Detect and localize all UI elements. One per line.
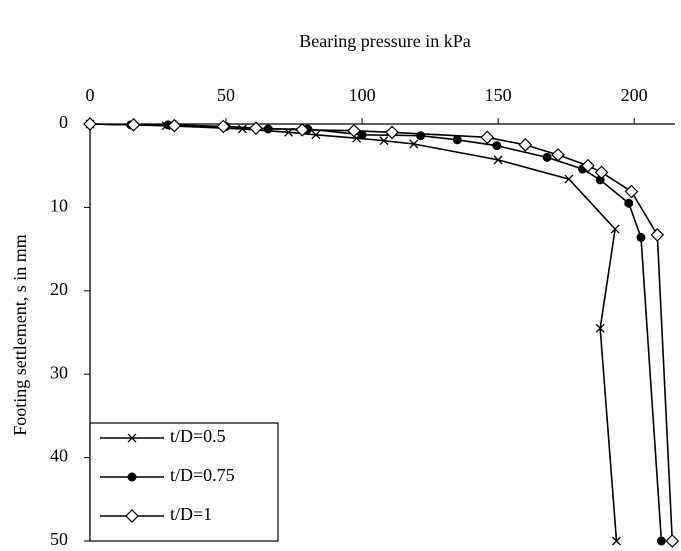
- data-point: [237, 124, 247, 134]
- data-point: [542, 152, 552, 162]
- y-tick-label: 40: [50, 446, 68, 466]
- legend-marker: [127, 472, 137, 482]
- data-point: [624, 184, 639, 199]
- legend: t/D=0.5 t/D=0.75 t/D=1: [89, 422, 279, 542]
- data-point: [493, 155, 503, 165]
- data-point: [216, 119, 231, 134]
- data-point: [480, 130, 495, 145]
- data-point: [492, 141, 502, 151]
- legend-marker: [127, 433, 137, 443]
- data-point: [379, 136, 389, 146]
- data-point: [167, 118, 182, 133]
- data-point: [347, 123, 361, 138]
- y-tick-label: 20: [50, 279, 68, 299]
- data-point: [295, 122, 310, 137]
- data-point: [636, 232, 646, 242]
- legend-label: t/D=1: [170, 504, 212, 524]
- y-tick-label: 0: [59, 112, 68, 132]
- data-point: [551, 148, 565, 162]
- x-tick-label: 0: [86, 85, 95, 105]
- data-point: [656, 536, 666, 546]
- x-tick-label: 100: [349, 85, 376, 105]
- data-point: [624, 198, 634, 208]
- data-point: [357, 130, 367, 140]
- y-axis-label: Footing settlement, s in mm: [10, 234, 30, 436]
- data-point: [452, 135, 462, 145]
- data-point: [249, 121, 263, 136]
- data-point: [594, 165, 609, 180]
- data-point: [665, 534, 680, 548]
- x-tick-label: 200: [621, 85, 648, 105]
- data-point: [612, 536, 621, 546]
- legend-label: t/D=0.75: [170, 465, 235, 485]
- chart-title: Bearing pressure in kPa: [299, 31, 470, 51]
- data-point: [610, 224, 620, 234]
- data-point: [311, 130, 321, 140]
- y-tick-label: 30: [50, 362, 68, 382]
- legend-marker: [125, 509, 139, 523]
- data-point: [518, 138, 533, 152]
- data-point: [83, 117, 97, 131]
- data-point: [564, 174, 574, 184]
- data-point: [416, 131, 426, 141]
- y-tick-label: 50: [50, 529, 68, 549]
- legend-label: t/D=0.5: [170, 426, 226, 446]
- data-point: [385, 125, 399, 140]
- data-point: [650, 228, 665, 242]
- data-point: [409, 139, 419, 149]
- y-tick-label: 10: [50, 196, 68, 216]
- data-point: [581, 158, 595, 173]
- data-point: [595, 323, 605, 333]
- legend-box: [89, 422, 279, 542]
- series-line: [89, 123, 674, 542]
- data-point: [126, 117, 141, 132]
- x-tick-label: 50: [217, 85, 235, 105]
- x-tick-label: 150: [485, 85, 512, 105]
